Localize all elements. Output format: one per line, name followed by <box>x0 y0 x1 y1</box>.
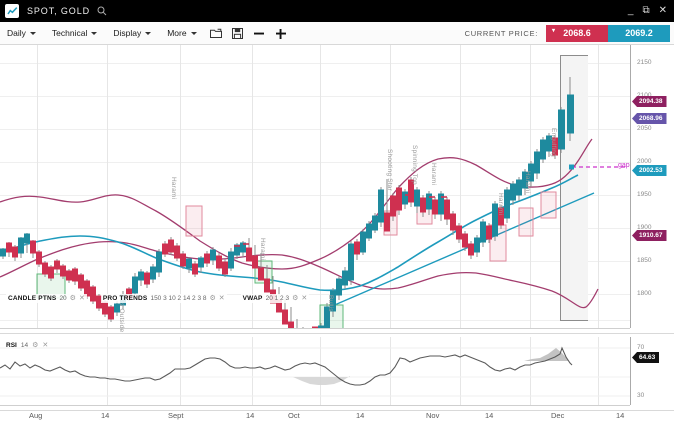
indicator-candle-ptns[interactable]: CANDLE PTNS 20 ⚙ ✕ <box>6 294 87 303</box>
x-tick-sept: Sept <box>168 411 184 420</box>
pattern-label-harami-3: Harami <box>430 163 437 186</box>
pattern-label-harami-5: Harami <box>524 171 531 194</box>
menu-daily-label: Daily <box>7 28 26 38</box>
price-tick-2150: 2150 <box>637 59 652 66</box>
menu-daily[interactable]: Daily <box>0 22 44 44</box>
indicator-pro-trends-label: PRO TRENDS <box>102 295 148 302</box>
indicator-legend: CANDLE PTNS 20 ⚙ ✕ PRO TRENDS 150 3 10 2… <box>6 294 310 303</box>
pattern-label-shooting-star: Shooting Star <box>386 149 393 191</box>
save-disk-icon[interactable] <box>227 22 248 44</box>
menu-more[interactable]: More <box>159 22 204 44</box>
price-tick-1800: 1800 <box>637 290 652 297</box>
gear-icon[interactable]: ⚙ <box>32 342 39 349</box>
price-tick-2050: 2050 <box>637 125 652 132</box>
x-tick-aug: Aug <box>29 411 43 420</box>
x-tick-nov: Nov <box>426 411 440 420</box>
menu-display-label: Display <box>113 28 142 38</box>
gear-icon[interactable]: ⚙ <box>209 295 216 302</box>
rsi-tick-30: 30 <box>637 392 645 399</box>
indicator-candle-ptns-label: CANDLE PTNS <box>8 295 57 302</box>
ask-price-button[interactable]: 2069.2 <box>608 24 670 42</box>
zoom-in-icon[interactable] <box>270 22 292 44</box>
pattern-label-bullish-outside: s Outside <box>118 303 125 333</box>
chart-plot-area[interactable]: s Outside Harami Harami Bullis Shooting … <box>0 45 674 422</box>
indicator-vwap-label: VWAP <box>242 295 263 302</box>
price-tick-1950: 1950 <box>637 191 652 198</box>
price-tick-2000: 2000 <box>637 158 652 165</box>
indicator-pro-trends[interactable]: PRO TRENDS 150 3 10 2 14 2 3 8 ⚙ ✕ <box>100 294 227 303</box>
title-bar: SPOT, GOLD _ ⧉ ✕ <box>0 0 674 22</box>
ask-price-value: 2069.2 <box>625 27 653 38</box>
rsi-tick-70: 70 <box>637 344 645 351</box>
rsi-value-tag[interactable]: 64.63 <box>632 352 660 363</box>
bid-tick-icon: ▾ <box>552 27 556 34</box>
x-tick-14-3: 14 <box>356 411 365 420</box>
x-tick-dec: Dec <box>551 411 565 420</box>
indicator-pro-trends-params: 150 3 10 2 14 2 3 8 <box>150 295 207 302</box>
close-icon[interactable]: ✕ <box>78 295 85 302</box>
x-tick-oct: Oct <box>288 411 300 420</box>
support-price-tag[interactable]: 1910.67 <box>632 230 667 241</box>
chart-canvas <box>0 45 674 411</box>
resistance-price-tag[interactable]: 2094.38 <box>632 96 667 107</box>
rsi-params: 14 <box>20 341 29 349</box>
chevron-down-icon <box>145 31 152 35</box>
close-icon[interactable]: ✕ <box>42 342 49 349</box>
gear-icon[interactable]: ⚙ <box>292 295 299 302</box>
search-icon[interactable] <box>97 6 107 16</box>
bid-price-button[interactable]: ▾ 2068.6 <box>546 24 608 42</box>
indicator-vwap[interactable]: VWAP 20 1 2 3 ⚙ ✕ <box>240 294 310 303</box>
pattern-label-bullish: Bullis <box>327 295 334 312</box>
page-title: SPOT, GOLD <box>27 6 91 16</box>
price-tick-2100: 2100 <box>637 92 652 99</box>
x-tick-14-2: 14 <box>246 411 255 420</box>
close-icon[interactable]: ✕ <box>218 295 225 302</box>
minimize-icon[interactable]: _ <box>627 5 634 16</box>
close-icon[interactable]: ✕ <box>658 5 667 16</box>
line-chart-icon <box>5 4 19 18</box>
open-folder-icon[interactable] <box>205 22 227 44</box>
price-tick-1850: 1850 <box>637 257 652 264</box>
current-price-label: CURRENT PRICE: <box>464 28 538 38</box>
pattern-label-engulfing: Engulfing <box>550 128 557 157</box>
chevron-down-icon <box>29 31 36 35</box>
rsi-label: RSI <box>6 341 17 349</box>
x-tick-14-5: 14 <box>616 411 625 420</box>
vwap-price-tag[interactable]: 2002.53 <box>632 165 667 176</box>
restore-icon[interactable]: ⧉ <box>642 5 650 16</box>
price-ticker: CURRENT PRICE: ▾ 2068.6 2069.2 <box>465 22 674 44</box>
price-tick-1900: 1900 <box>637 224 652 231</box>
x-tick-14-4: 14 <box>485 411 494 420</box>
rsi-legend[interactable]: RSI 14 ⚙ ✕ <box>6 341 49 350</box>
current-price-tag[interactable]: 2068.96 <box>632 113 667 124</box>
menu-more-label: More <box>167 28 187 38</box>
pattern-label-harami-4: Harami <box>497 193 504 216</box>
bid-price-value: 2068.6 <box>563 27 591 38</box>
x-tick-14-1: 14 <box>101 411 110 420</box>
pattern-label-spinning-top: Spinning Top <box>411 145 418 185</box>
indicator-vwap-params: 20 1 2 3 <box>265 295 290 302</box>
zoom-out-icon[interactable] <box>248 22 270 44</box>
pattern-label-harami-2: Harami <box>259 238 266 261</box>
gear-icon[interactable]: ⚙ <box>69 295 76 302</box>
menu-technical-label: Technical <box>51 28 88 38</box>
menu-display[interactable]: Display <box>105 22 159 44</box>
chevron-down-icon <box>91 31 98 35</box>
chevron-down-icon <box>190 31 197 35</box>
pattern-label-harami-1: Harami <box>170 177 177 200</box>
gap-label: gap <box>618 162 630 169</box>
window-controls: _ ⧉ ✕ <box>628 6 674 16</box>
menu-technical[interactable]: Technical <box>44 22 105 44</box>
toolbar: Daily Technical Display More <box>0 22 674 45</box>
indicator-candle-ptns-params: 20 <box>59 295 67 302</box>
close-icon[interactable]: ✕ <box>301 295 308 302</box>
